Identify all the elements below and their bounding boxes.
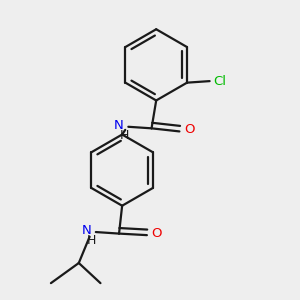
Text: O: O xyxy=(152,227,162,240)
Text: H: H xyxy=(87,234,96,247)
Text: H: H xyxy=(119,129,129,142)
Text: N: N xyxy=(114,119,124,132)
Text: O: O xyxy=(184,123,195,136)
Text: N: N xyxy=(81,224,91,237)
Text: Cl: Cl xyxy=(213,75,226,88)
